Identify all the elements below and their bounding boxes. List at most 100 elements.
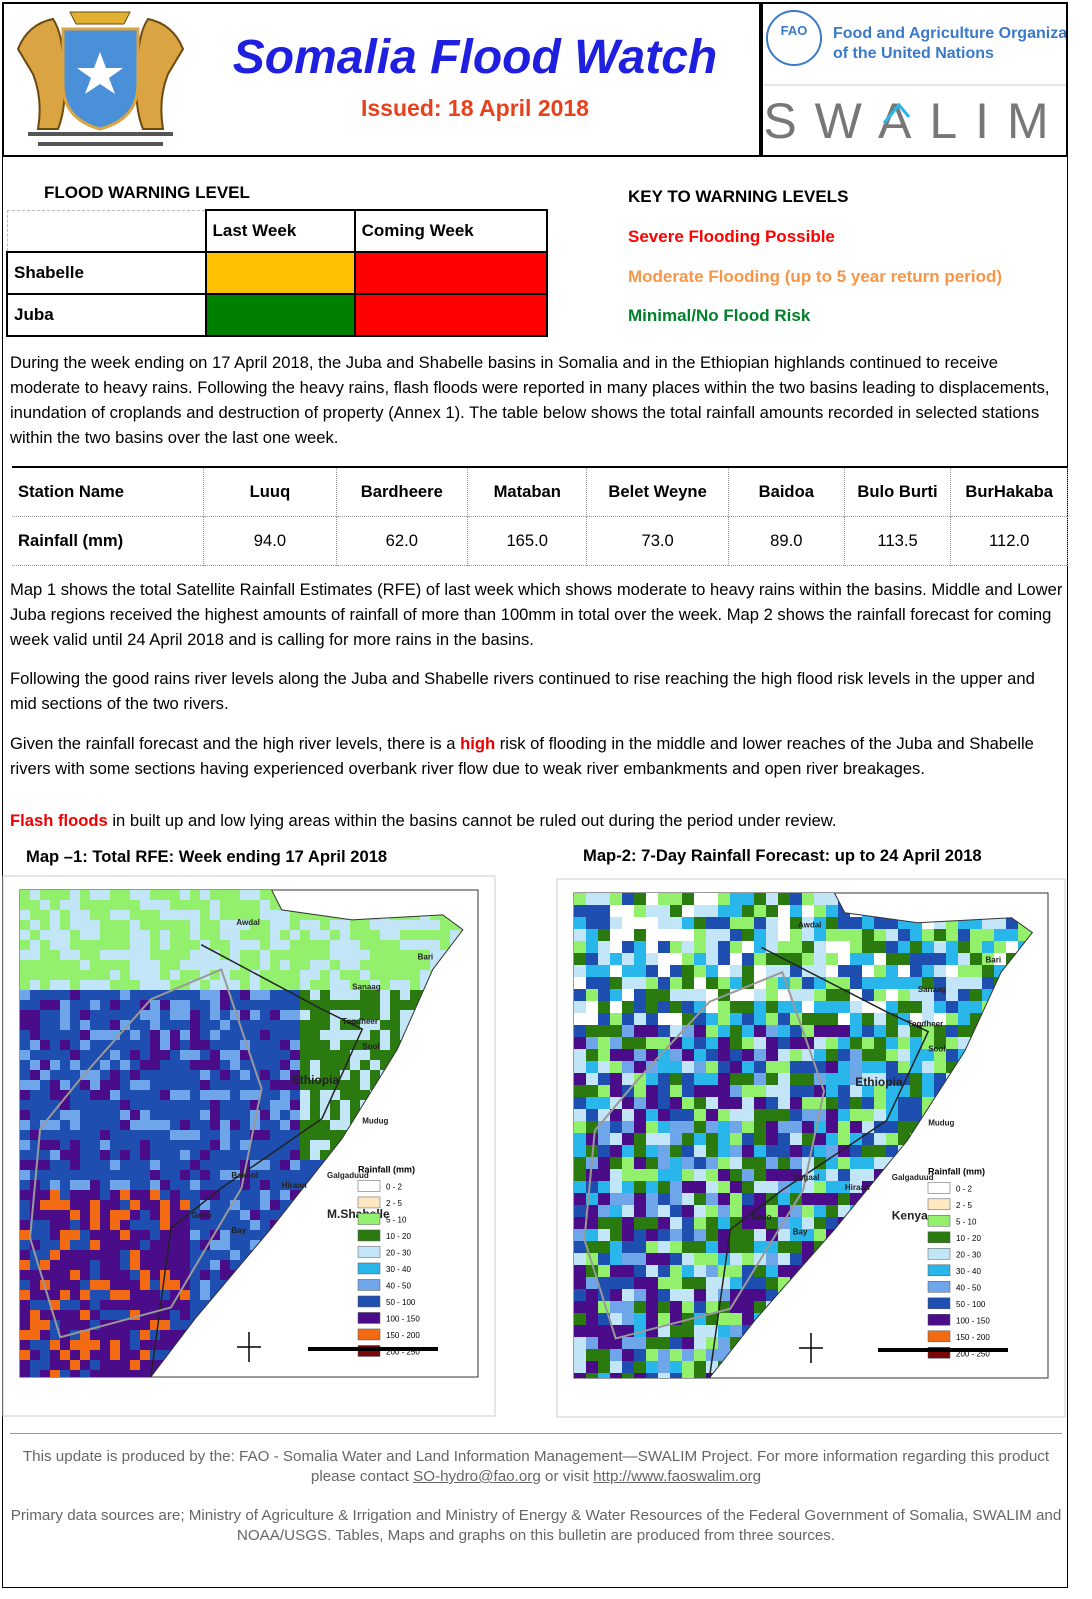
map-cell	[200, 1280, 210, 1290]
map-cell	[766, 893, 778, 905]
map-cell	[170, 1180, 180, 1190]
map-cell	[910, 1073, 922, 1085]
map-cell	[574, 953, 586, 965]
map-cell	[586, 1013, 598, 1025]
map-cell	[110, 1240, 120, 1250]
website-link[interactable]: http://www.faoswalim.org	[593, 1468, 762, 1485]
map-cell	[270, 1170, 280, 1180]
map-cell	[100, 1200, 110, 1210]
map-cell	[850, 1085, 862, 1097]
map-cell	[70, 1110, 80, 1120]
map-cell	[420, 960, 430, 970]
map-cell	[658, 1061, 670, 1073]
map-cell	[250, 1080, 260, 1090]
map-cell	[210, 1060, 220, 1070]
map-cell	[898, 1097, 910, 1109]
map-cell	[50, 960, 60, 970]
map-cell	[110, 910, 120, 920]
map-cell	[370, 1060, 380, 1070]
map-cell	[240, 1200, 250, 1210]
map-cell	[20, 930, 30, 940]
map-cell	[180, 970, 190, 980]
map-cell	[70, 1300, 80, 1310]
map-cell	[850, 1109, 862, 1121]
map-cell	[140, 960, 150, 970]
map-cell	[90, 1170, 100, 1180]
map-cell	[586, 929, 598, 941]
map-cell	[150, 1120, 160, 1130]
map-cell	[862, 917, 874, 929]
map-cell	[634, 941, 646, 953]
map-label: Sanaag	[352, 982, 381, 991]
map-cell	[682, 1373, 694, 1378]
map-cell	[150, 1000, 160, 1010]
map-cell	[110, 1300, 120, 1310]
map-cell	[90, 1310, 100, 1320]
map-cell	[100, 1250, 110, 1260]
map-cell	[706, 1121, 718, 1133]
map-cell	[230, 960, 240, 970]
map-cell	[90, 920, 100, 930]
map-cell	[50, 1050, 60, 1060]
map-cell	[90, 1300, 100, 1310]
map-cell	[260, 1000, 270, 1010]
map-cell	[20, 1270, 30, 1280]
map-cell	[622, 965, 634, 977]
map-cell	[622, 1133, 634, 1145]
map-cell	[754, 1073, 766, 1085]
map-cell	[110, 980, 120, 990]
map-cell	[140, 1060, 150, 1070]
map-cell	[290, 1000, 300, 1010]
map-cell	[120, 990, 130, 1000]
map-cell	[706, 989, 718, 1001]
map-cell	[682, 1337, 694, 1349]
map-cell	[120, 1040, 130, 1050]
paragraph: Following the good rains river levels al…	[10, 669, 1035, 713]
map-cell	[30, 1340, 40, 1350]
map-cell	[574, 977, 586, 989]
legend-label: 0 - 2	[386, 1182, 403, 1191]
map-cell	[320, 950, 330, 960]
map: AwdalSanaagBariTogdheerSoolEthiopiaMudug…	[2, 875, 496, 1417]
map-cell	[300, 940, 310, 950]
map-cell	[90, 1190, 100, 1200]
map-cell	[754, 1265, 766, 1277]
map-cell	[670, 1217, 682, 1229]
map-cell	[730, 1121, 742, 1133]
map-cell	[814, 965, 826, 977]
map-cell	[730, 977, 742, 989]
map-cell	[658, 1109, 670, 1121]
map-cell	[730, 1253, 742, 1265]
map-cell	[850, 989, 862, 1001]
map-cell	[120, 1160, 130, 1170]
map-cell	[694, 1265, 706, 1277]
map-cell	[160, 1240, 170, 1250]
map-cell	[634, 1265, 646, 1277]
map-cell	[766, 1073, 778, 1085]
map-cell	[240, 1180, 250, 1190]
map-cell	[230, 940, 240, 950]
map-cell	[706, 1085, 718, 1097]
map-cell	[300, 1110, 310, 1120]
map-cell	[310, 980, 320, 990]
map-cell	[120, 1000, 130, 1010]
map-cell	[140, 1250, 150, 1260]
map-cell	[180, 920, 190, 930]
map-cell	[20, 1320, 30, 1330]
map-cell	[300, 930, 310, 940]
map-cell	[160, 950, 170, 960]
map-cell	[380, 930, 390, 940]
map-cell	[120, 1010, 130, 1020]
map-cell	[300, 1100, 310, 1110]
map-cell	[898, 953, 910, 965]
map-cell	[210, 1070, 220, 1080]
map-cell	[60, 1110, 70, 1120]
map-cell	[60, 1000, 70, 1010]
map-cell	[220, 1140, 230, 1150]
map-label: Sool	[362, 1042, 379, 1051]
map-cell	[330, 970, 340, 980]
email-link[interactable]: SO-hydro@fao.org	[413, 1468, 541, 1485]
map-cell	[754, 953, 766, 965]
map-cell	[370, 1030, 380, 1040]
map-cell	[350, 960, 360, 970]
